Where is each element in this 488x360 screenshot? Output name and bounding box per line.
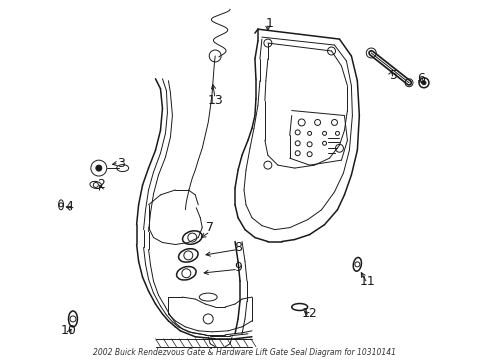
Text: 6: 6	[416, 72, 424, 85]
Text: 10: 10	[61, 324, 77, 337]
Circle shape	[421, 81, 425, 85]
Text: 9: 9	[234, 261, 242, 274]
Text: 12: 12	[301, 307, 317, 320]
Text: 8: 8	[234, 241, 242, 254]
Circle shape	[96, 165, 102, 171]
Text: 2002 Buick Rendezvous Gate & Hardware Lift Gate Seal Diagram for 10310141: 2002 Buick Rendezvous Gate & Hardware Li…	[92, 348, 395, 357]
Text: 5: 5	[389, 69, 397, 82]
Text: 11: 11	[359, 275, 374, 288]
Text: 1: 1	[265, 17, 273, 30]
Text: 13: 13	[207, 94, 223, 107]
Text: 4: 4	[65, 200, 73, 213]
Text: 2: 2	[97, 179, 104, 192]
Text: 7: 7	[206, 221, 214, 234]
Text: 3: 3	[117, 157, 124, 170]
